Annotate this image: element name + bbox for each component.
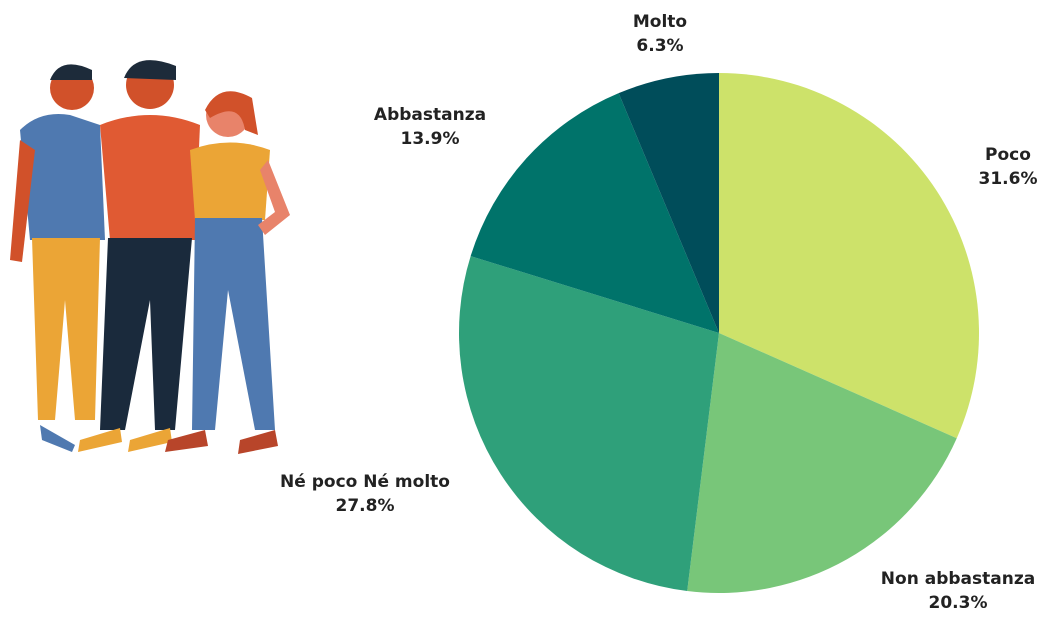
pie-slice <box>470 93 719 333</box>
pie-slice <box>618 73 719 333</box>
value-label: 20.3% <box>929 593 988 613</box>
slice-label: Né poco Né molto <box>280 472 450 492</box>
illustration <box>10 60 290 454</box>
pie-slice <box>687 333 957 593</box>
value-label: 13.9% <box>401 129 460 149</box>
slice-label: Non abbastanza <box>881 569 1035 589</box>
pie-slice <box>459 256 719 592</box>
slice-label: Molto <box>633 12 687 32</box>
slice-label: Abbastanza <box>374 105 486 125</box>
slice-label: Poco <box>985 145 1031 165</box>
value-label: 6.3% <box>636 36 683 56</box>
pie-slice <box>719 73 980 439</box>
value-label: 27.8% <box>336 496 395 516</box>
value-label: 31.6% <box>979 169 1038 189</box>
